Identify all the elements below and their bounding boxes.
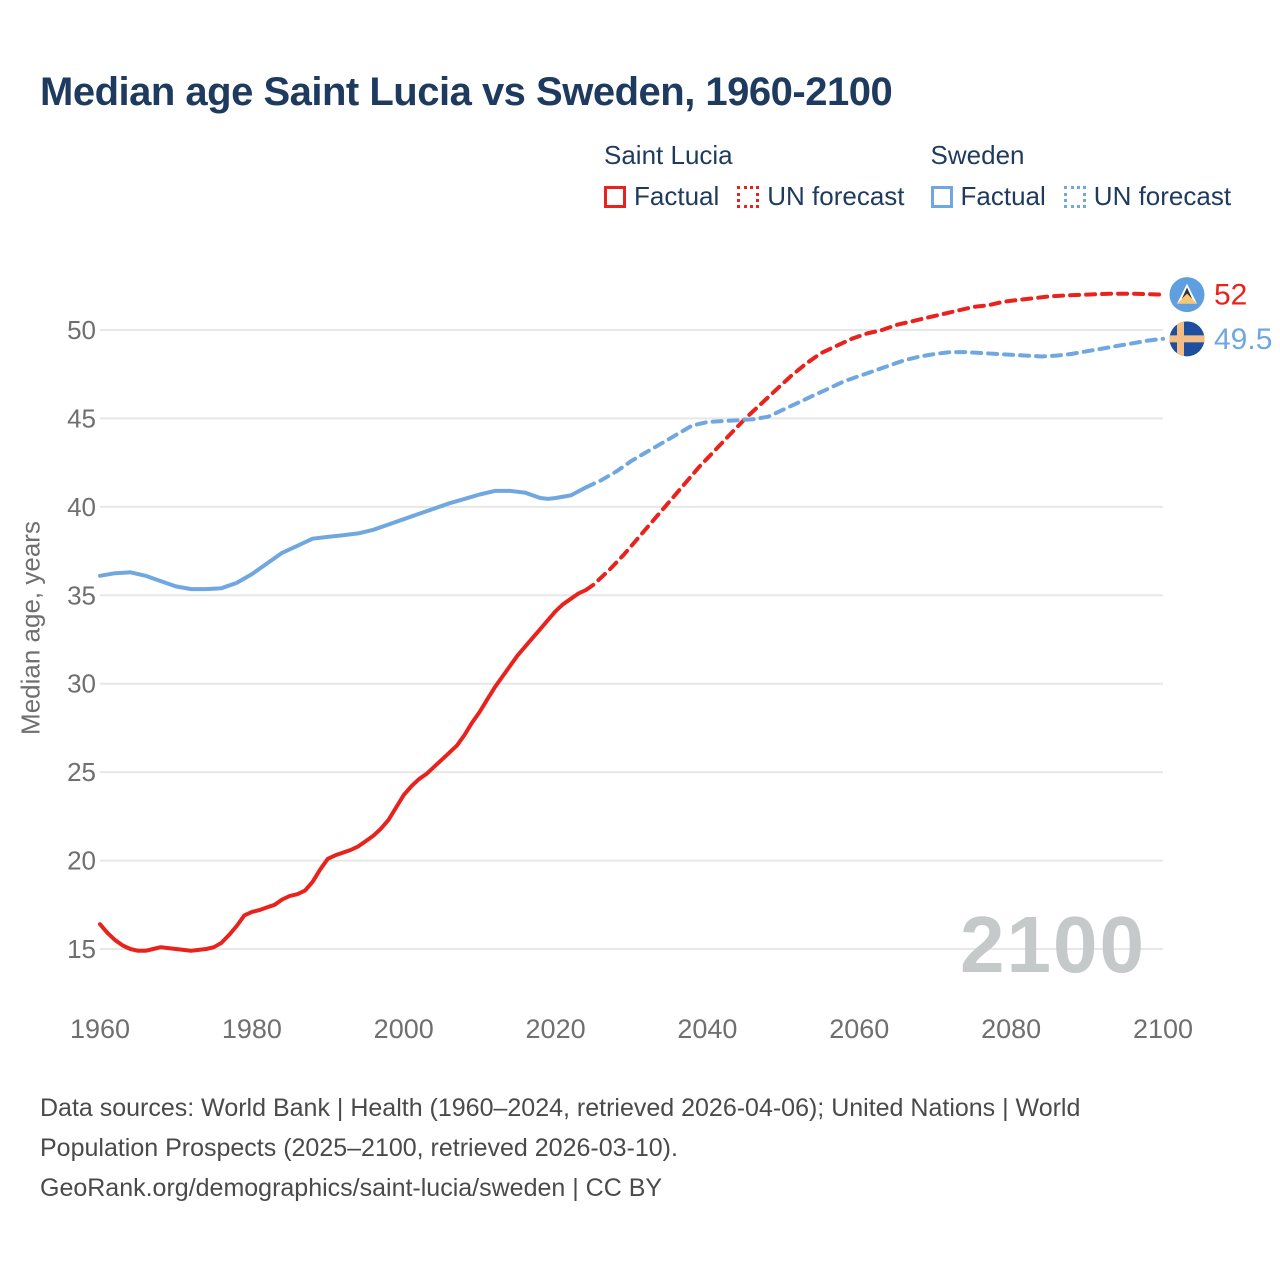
legend-group-sweden: Sweden Factual UN forecast	[930, 140, 1232, 212]
y-tick-label-40: 40	[67, 492, 96, 522]
footer-line-3: GeoRank.org/demographics/saint-lucia/swe…	[40, 1174, 663, 1202]
watermark-year: 2100	[960, 900, 1146, 989]
legend-item-label: Factual	[960, 181, 1046, 211]
legend-header-sweden: Sweden	[930, 140, 1025, 170]
x-tick-label-2060: 2060	[829, 1014, 889, 1044]
x-tick-label-1960: 1960	[70, 1014, 130, 1044]
legend-header-saint-lucia: Saint Lucia	[604, 140, 733, 170]
legend-item-saint-lucia-forecast: UN forecast	[737, 181, 905, 212]
end-value-label-sweden: 49.5	[1214, 323, 1272, 356]
chart-legend: Saint Lucia Factual UN forecast Sweden F…	[604, 140, 1231, 212]
legend-item-label: Factual	[634, 181, 720, 211]
legend-row-saint-lucia: Factual UN forecast	[604, 181, 905, 212]
x-tick-label-1980: 1980	[222, 1014, 282, 1044]
sweden-flag-icon	[1169, 321, 1205, 357]
factual-swatch-icon	[604, 185, 626, 208]
x-tick-label-2100: 2100	[1133, 1014, 1193, 1044]
y-tick-label-45: 45	[67, 403, 96, 433]
legend-item-saint-lucia-factual: Factual	[604, 181, 719, 212]
x-tick-label-2000: 2000	[374, 1014, 434, 1044]
footer-line-2: Population Prospects (2025–2100, retriev…	[40, 1134, 678, 1162]
series-line-saint-lucia-factual	[98, 588, 588, 953]
x-tick-label-2020: 2020	[526, 1014, 586, 1044]
y-axis-title: Median age, years	[15, 521, 46, 735]
legend-group-saint-lucia: Saint Lucia Factual UN forecast	[604, 140, 905, 212]
series-line-sweden-un-forecast	[583, 336, 1165, 490]
series-line-saint-lucia-un-forecast	[583, 291, 1165, 592]
y-tick-label-20: 20	[67, 846, 96, 876]
x-tick-label-2040: 2040	[677, 1014, 737, 1044]
legend-row-sweden: Factual UN forecast	[930, 181, 1232, 212]
x-tick-label-2080: 2080	[981, 1014, 1041, 1044]
y-tick-label-25: 25	[67, 757, 96, 787]
legend-item-label: UN forecast	[767, 181, 905, 211]
y-tick-label-50: 50	[67, 315, 96, 345]
footer-attribution: Data sources: World Bank | Health (1960–…	[40, 1088, 1190, 1208]
end-value-label-saint-lucia: 52	[1214, 279, 1247, 312]
factual-swatch-icon	[930, 185, 953, 208]
y-tick-label-15: 15	[67, 934, 96, 964]
y-tick-label-30: 30	[67, 669, 96, 699]
legend-item-label: UN forecast	[1093, 181, 1232, 211]
forecast-swatch-icon	[1063, 185, 1086, 208]
footer-line-1: Data sources: World Bank | Health (1960–…	[40, 1094, 1081, 1122]
page-title: Median age Saint Lucia vs Sweden, 1960-2…	[40, 70, 893, 114]
legend-item-sweden-forecast: UN forecast	[1063, 181, 1232, 212]
legend-item-sweden-factual: Factual	[930, 181, 1046, 212]
saint-lucia-flag-icon	[1169, 277, 1205, 313]
y-tick-label-35: 35	[67, 580, 96, 610]
forecast-swatch-icon	[737, 185, 760, 208]
series-line-sweden-factual	[98, 485, 588, 592]
